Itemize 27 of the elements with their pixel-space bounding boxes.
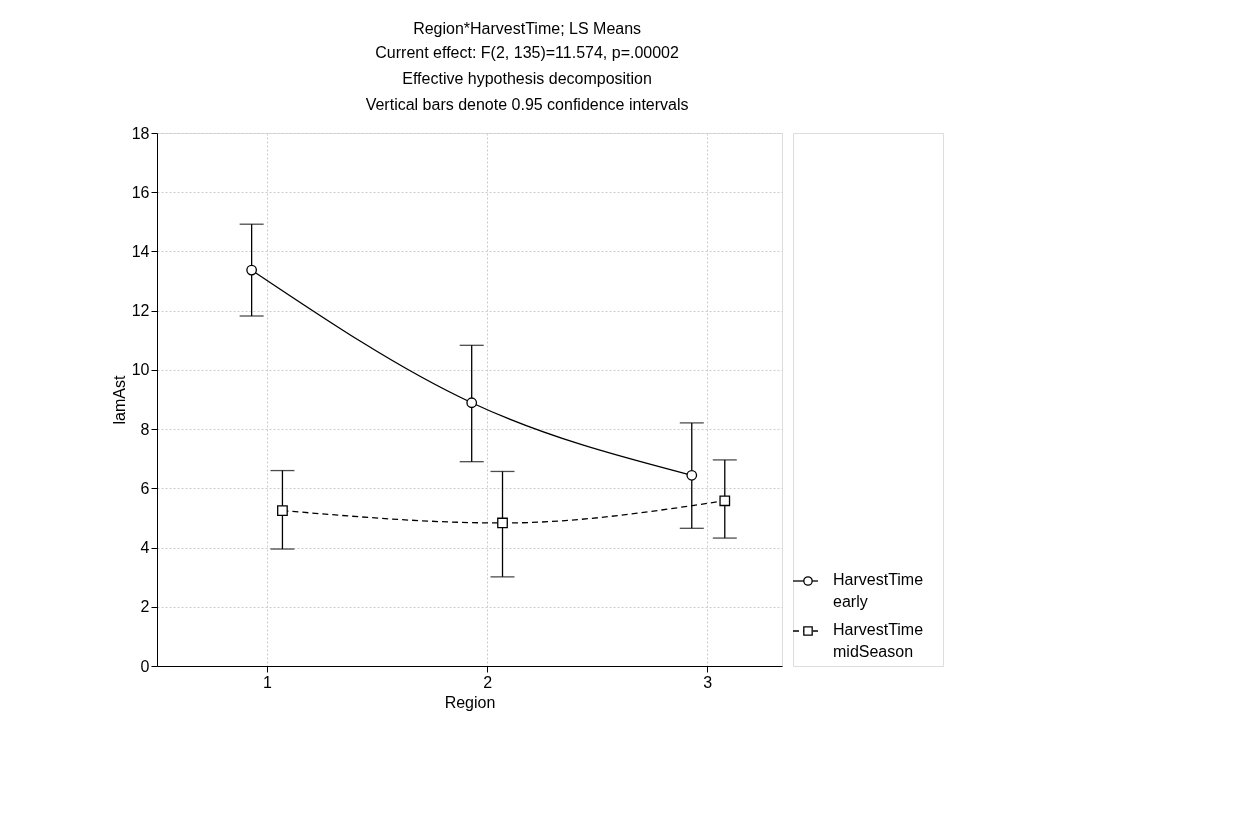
text: Vertical bars denote 0.95 confidence intervals — [365, 95, 689, 113]
y-tick-label: 0 — [140, 657, 150, 675]
y-tick-label: 16 — [131, 183, 150, 201]
x-tick-label: 3 — [703, 673, 713, 691]
point — [686, 469, 698, 481]
y-tick-label: 2 — [140, 598, 150, 616]
chart-title: Region*HarvestTime; LS Means — [413, 19, 642, 37]
text: Current effect: F(2, 135)=11.574, p=.00002 — [375, 43, 679, 61]
x-tick-label: 1 — [263, 673, 273, 691]
y-tick-label: 10 — [131, 361, 150, 379]
x-axis-title: Region — [444, 693, 496, 711]
y-axis-title: lamAst — [110, 375, 128, 425]
y-tick-label: 8 — [140, 420, 150, 438]
point — [466, 397, 478, 409]
text: Effective hypothesis decomposition — [402, 69, 652, 87]
x-tick-label: 2 — [483, 673, 493, 691]
y-tick-label: 18 — [131, 124, 150, 142]
y-tick-label: 14 — [131, 242, 150, 260]
y-tick-label: 12 — [131, 302, 150, 320]
point — [497, 517, 508, 529]
point — [277, 505, 288, 516]
legend-label: HarvestTime early — [833, 571, 924, 610]
y-tick-label: 6 — [140, 479, 150, 497]
y-tick-label: 4 — [140, 539, 150, 557]
legend-label: HarvestTime midSeason — [833, 621, 924, 660]
point — [719, 495, 731, 507]
point — [246, 264, 258, 276]
